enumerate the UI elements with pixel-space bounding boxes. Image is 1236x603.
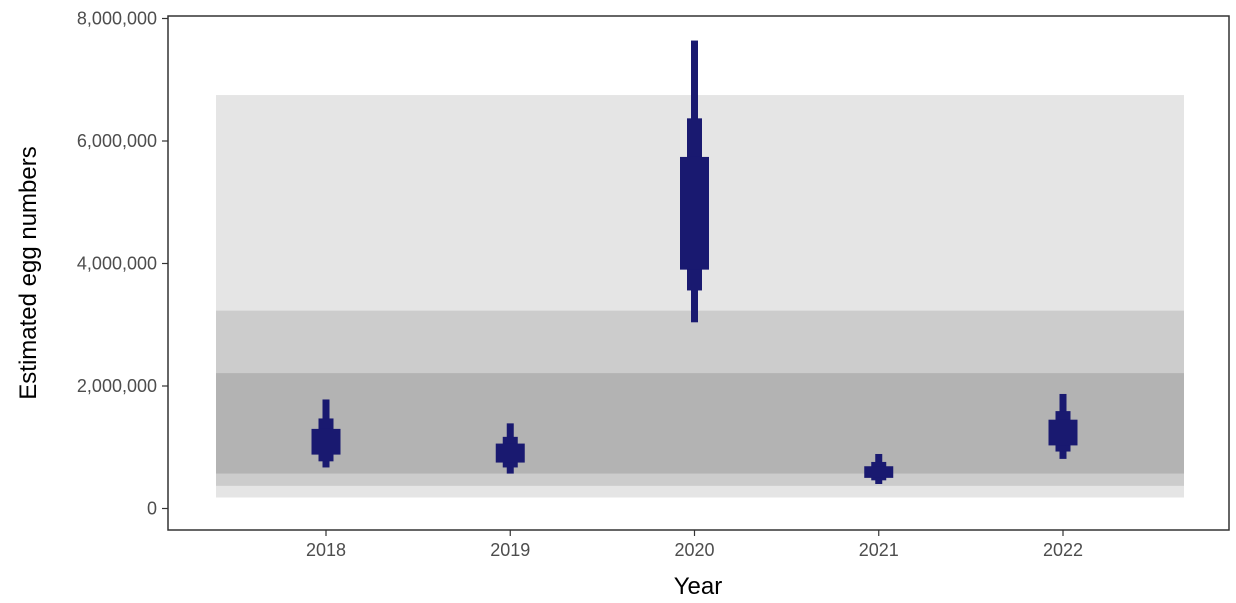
reference-band-inner — [216, 373, 1184, 474]
y-axis: 0 2,000,000 4,000,000 6,000,000 8,000,000 — [77, 9, 168, 519]
x-tick-label: 2019 — [490, 540, 530, 560]
plot-panel-border — [167, 15, 1230, 531]
y-axis-title: Estimated egg numbers — [15, 146, 42, 399]
x-tick-label: 2020 — [674, 540, 714, 560]
x-axis-title: Year — [674, 573, 723, 600]
interval-2021-level-3 — [864, 466, 894, 478]
y-tick-label: 0 — [147, 499, 157, 519]
y-tick-label: 6,000,000 — [77, 131, 157, 151]
x-tick-label: 2022 — [1043, 540, 1083, 560]
interval-2018-level-3 — [311, 428, 341, 455]
y-tick-label: 2,000,000 — [77, 376, 157, 396]
interval-2019-level-3 — [495, 443, 525, 463]
y-tick-label: 8,000,000 — [77, 9, 157, 29]
x-axis: 2018 2019 2020 2021 2022 — [306, 530, 1083, 560]
interval-2022-level-3 — [1048, 419, 1078, 446]
interval-2020-level-3 — [680, 156, 709, 270]
interval-marks — [311, 40, 1078, 484]
x-tick-label: 2021 — [859, 540, 899, 560]
x-tick-label: 2018 — [306, 540, 346, 560]
y-tick-label: 4,000,000 — [77, 254, 157, 274]
